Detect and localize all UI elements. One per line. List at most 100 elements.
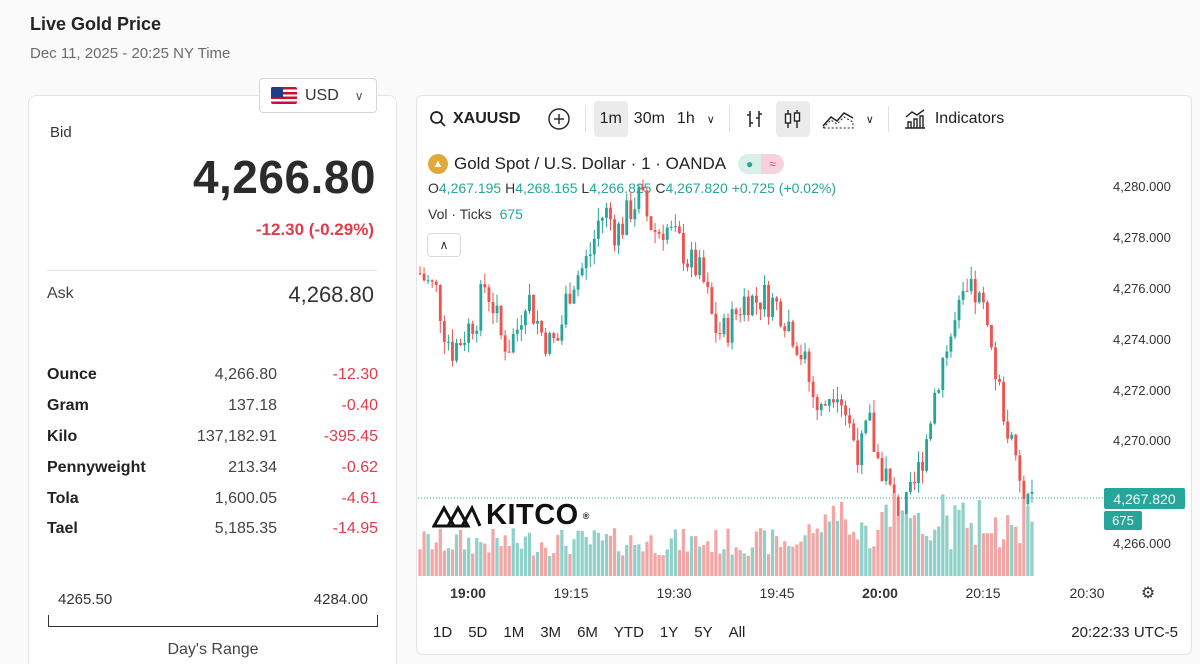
candles-button[interactable] bbox=[775, 101, 810, 137]
unit-name: Gram bbox=[47, 397, 89, 415]
open-label: O bbox=[428, 180, 439, 196]
y-tick-label: 4,274.000 bbox=[1113, 332, 1171, 347]
interval-1m[interactable]: 1m bbox=[593, 101, 628, 137]
day-range-label: Day's Range bbox=[167, 641, 259, 658]
unit-value: 1,600.05 bbox=[214, 489, 277, 507]
last-price-tag: 4,267.820 bbox=[1104, 488, 1185, 509]
timeframe-1y[interactable]: 1Y bbox=[659, 624, 679, 641]
interval-1h[interactable]: 1h bbox=[676, 110, 695, 127]
x-tick-label: 20:00 bbox=[862, 585, 898, 601]
search-icon bbox=[430, 111, 446, 127]
x-tick-label: 20:15 bbox=[965, 585, 1001, 601]
kitco-logo: KITCO ® bbox=[432, 499, 590, 532]
unit-value: 137.18 bbox=[228, 397, 277, 415]
timeframe-3m[interactable]: 3M bbox=[540, 624, 562, 641]
gear-icon: ⚙ bbox=[1140, 585, 1156, 602]
unit-value: 137,182.91 bbox=[196, 427, 277, 445]
indicators-label: Indicators bbox=[934, 110, 1005, 127]
kitco-mark-icon bbox=[432, 504, 482, 527]
unit-name: Ounce bbox=[47, 366, 97, 384]
chevron-down-icon: ∨ bbox=[865, 113, 874, 126]
close-label: C bbox=[655, 180, 666, 196]
unit-change: -0.62 bbox=[341, 458, 378, 476]
open-value: 4,267.195 bbox=[438, 180, 502, 196]
unit-name: Pennyweight bbox=[47, 458, 146, 476]
brand-label: KITCO bbox=[486, 499, 579, 531]
chevron-down-icon: ∨ bbox=[706, 113, 715, 126]
legend-collapse-button[interactable]: ∧ bbox=[427, 233, 461, 257]
y-tick-label: 4,272.000 bbox=[1113, 383, 1171, 398]
timeframe-ytd[interactable]: YTD bbox=[613, 624, 644, 641]
unit-value: 4,266.80 bbox=[214, 366, 277, 384]
y-tick-label: 4,266.000 bbox=[1113, 536, 1171, 551]
timeframe-5d[interactable]: 5D bbox=[468, 624, 488, 641]
unit-change: -14.95 bbox=[332, 520, 378, 538]
volume-label: Vol · Ticks bbox=[428, 206, 492, 222]
close-value: 4,267.820 bbox=[665, 180, 728, 196]
chart-legend-title: ▲ Gold Spot / U.S. Dollar · 1 · OANDA ● ≈ bbox=[428, 154, 785, 174]
unit-name: Tola bbox=[47, 489, 79, 507]
x-tick-label: 19:45 bbox=[759, 585, 795, 601]
chart-type-dropdown[interactable]: ∨ bbox=[860, 101, 880, 137]
area-style-button[interactable] bbox=[816, 101, 860, 137]
high-value: 4,268.165 bbox=[515, 180, 578, 196]
y-tick-label: 4,270.000 bbox=[1113, 433, 1171, 448]
x-tick-label: 19:15 bbox=[553, 585, 589, 601]
chevron-up-icon: ∧ bbox=[439, 238, 449, 252]
ask-price: 4,268.80 bbox=[288, 282, 374, 307]
us-flag-icon bbox=[271, 87, 297, 104]
symbol-search[interactable]: XAUUSD bbox=[417, 101, 527, 137]
symbol-label: XAUUSD bbox=[453, 110, 521, 127]
market-status-pill[interactable]: ● ≈ bbox=[738, 154, 785, 174]
table-row: Pennyweight 213.34 -0.62 bbox=[47, 452, 378, 483]
area-chart-icon bbox=[821, 112, 854, 129]
price-card bbox=[28, 95, 397, 664]
y-tick-label: 4,280.000 bbox=[1113, 179, 1171, 194]
table-row: Ounce 4,266.80 -12.30 bbox=[47, 360, 378, 391]
range-high: 4284.00 bbox=[313, 591, 368, 608]
unit-change: -4.61 bbox=[341, 489, 378, 507]
separator bbox=[584, 106, 586, 132]
bid-change: -12.30 (-0.29%) bbox=[255, 220, 374, 239]
y-tick-label: 4,276.000 bbox=[1113, 281, 1171, 296]
wave-icon: ≈ bbox=[761, 154, 785, 174]
currency-label: USD bbox=[305, 86, 339, 104]
ohlc-readout: O4,267.195 H4,268.165 L4,266.825 C4,267.… bbox=[428, 180, 836, 196]
y-tick-label: 4,278.000 bbox=[1113, 230, 1171, 245]
low-value: 4,266.825 bbox=[589, 180, 652, 196]
gold-coin-icon: ▲ bbox=[428, 154, 448, 174]
change-value: +0.725 (+0.02%) bbox=[731, 180, 836, 196]
indicators-button[interactable]: Indicators bbox=[897, 101, 1010, 137]
bar-style-button[interactable] bbox=[738, 101, 772, 137]
table-row: Gram 137.18 -0.40 bbox=[47, 391, 378, 422]
divider bbox=[47, 270, 377, 271]
page-subtitle: Dec 11, 2025 - 20:25 NY Time bbox=[30, 45, 231, 62]
chart-clock: 20:22:33 UTC-5 bbox=[1071, 624, 1178, 641]
timeframe-1d[interactable]: 1D bbox=[433, 624, 453, 641]
currency-dropdown[interactable]: USD ∨ bbox=[259, 78, 377, 113]
timeframe-5y[interactable]: 5Y bbox=[694, 624, 713, 641]
volume-value: 675 bbox=[499, 206, 523, 222]
low-label: L bbox=[581, 180, 590, 196]
unit-value: 5,185.35 bbox=[214, 520, 277, 538]
timeframe-1m[interactable]: 1M bbox=[503, 624, 525, 641]
timeframe-all[interactable]: All bbox=[728, 624, 746, 641]
unit-name: Kilo bbox=[47, 427, 78, 445]
chart-settings-button[interactable]: ⚙ bbox=[1138, 583, 1158, 603]
page-title: Live Gold Price bbox=[30, 14, 162, 34]
series-title: Gold Spot / U.S. Dollar · 1 · OANDA bbox=[454, 154, 727, 173]
interval-dropdown[interactable]: ∨ bbox=[701, 101, 721, 137]
chart-toolbar: XAUUSD 1m 30m 1h ∨ ∨ Indicators bbox=[417, 97, 1191, 141]
day-range-bar bbox=[48, 615, 378, 627]
ohlc-bars-icon bbox=[746, 111, 762, 127]
bid-price: 4,266.80 bbox=[192, 151, 376, 203]
unit-table: Ounce 4,266.80 -12.30 Gram 137.18 -0.40 … bbox=[47, 360, 378, 545]
timeframe-6m[interactable]: 6M bbox=[577, 624, 598, 641]
unit-change: -12.30 bbox=[332, 366, 378, 384]
interval-30m[interactable]: 30m bbox=[633, 110, 665, 127]
table-row: Tael 5,185.35 -14.95 bbox=[47, 514, 378, 545]
dot-icon: ● bbox=[738, 154, 762, 174]
compare-button[interactable] bbox=[541, 101, 577, 137]
plus-circle-icon bbox=[547, 108, 570, 130]
high-label: H bbox=[505, 180, 516, 196]
